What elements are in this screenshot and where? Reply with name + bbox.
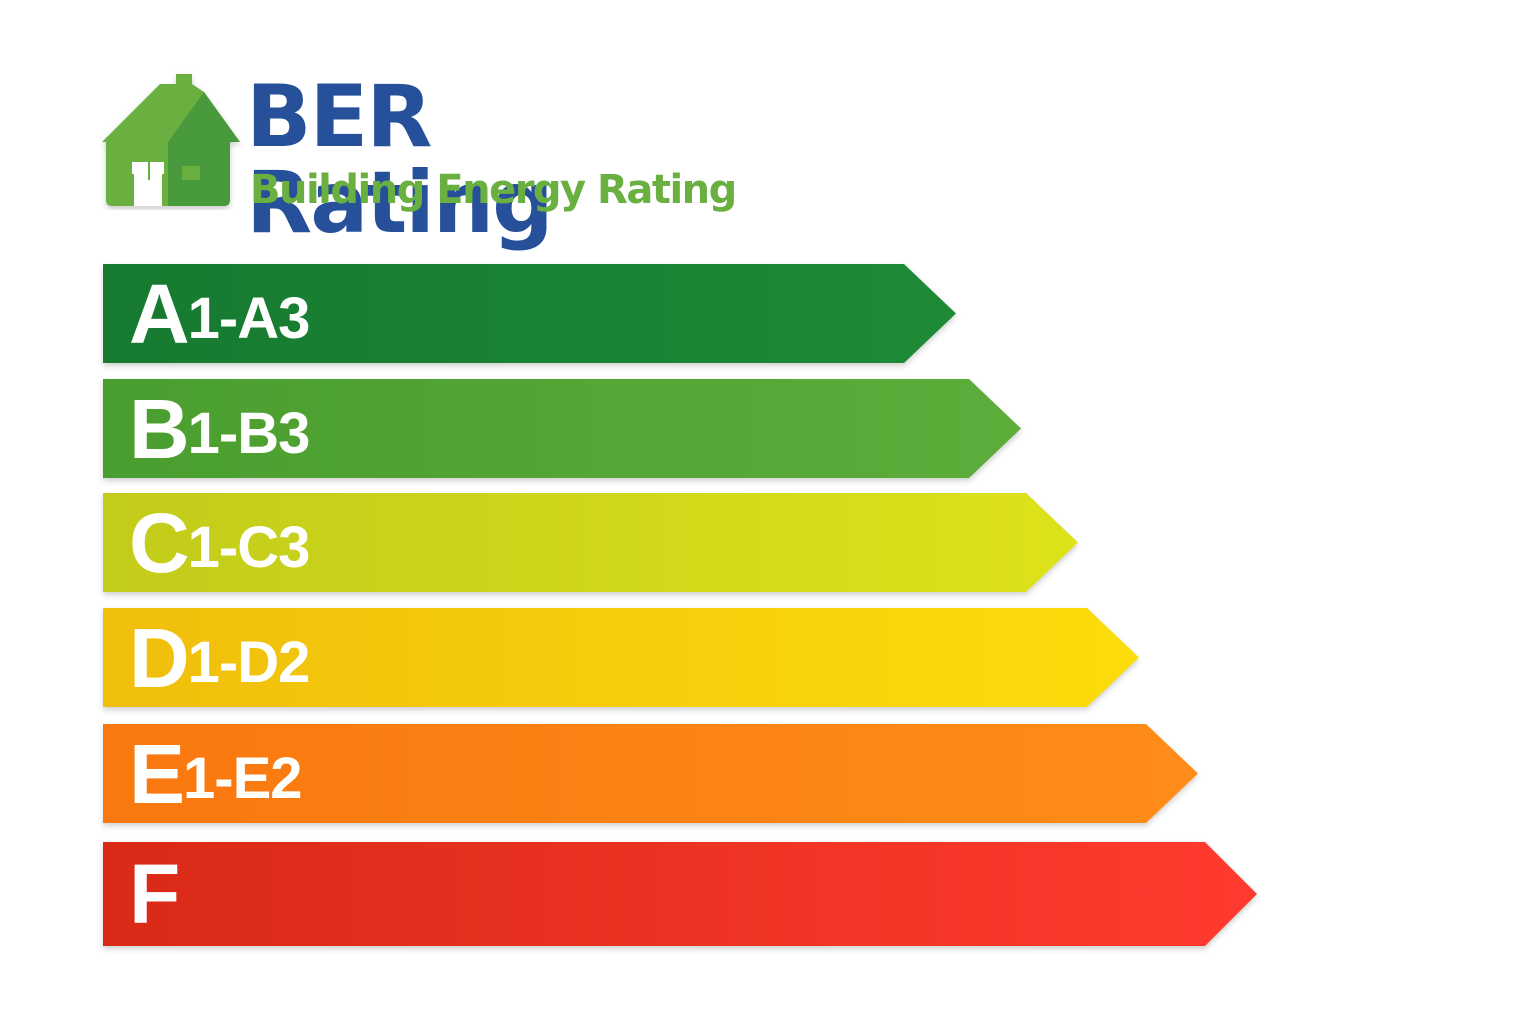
rating-letter: C [129, 495, 190, 590]
rating-letter: D [129, 610, 190, 705]
rating-label: E 1-E2 [129, 724, 303, 823]
rating-range: 1-E2 [183, 745, 303, 811]
rating-label: A 1-A3 [129, 264, 311, 363]
rating-letter: A [129, 266, 190, 361]
rating-range: 1-C3 [187, 514, 311, 580]
rating-label: D 1-D2 [129, 608, 311, 707]
arrow-shape [103, 493, 1078, 592]
arrow-shape [103, 842, 1257, 946]
arrow-shape [103, 724, 1198, 823]
arrow-shape [103, 608, 1139, 707]
rating-bar-c: C 1-C3 [103, 493, 1078, 592]
rating-bar-d: D 1-D2 [103, 608, 1139, 707]
rating-bar-b: B 1-B3 [103, 379, 1021, 478]
page-title: BER Rating [246, 67, 554, 253]
rating-range: 1-D2 [187, 629, 311, 695]
rating-range: 1-B3 [187, 400, 311, 466]
rating-letter: B [129, 381, 190, 476]
rating-bar-f: F [103, 842, 1257, 946]
rating-label: B 1-B3 [129, 379, 311, 478]
rating-label: C 1-C3 [129, 493, 311, 592]
rating-letter: E [129, 726, 185, 821]
rating-label: F [129, 842, 180, 946]
arrow-shape [103, 379, 1021, 478]
house-icon [102, 74, 240, 206]
rating-bar-e: E 1-E2 [103, 724, 1198, 823]
page-subtitle: Building Energy Rating [250, 167, 737, 213]
rating-range: 1-A3 [187, 285, 311, 351]
ber-logo: BER Rating Building Energy Rating [96, 70, 756, 246]
rating-bar-a: A 1-A3 [103, 264, 956, 363]
arrow-shape [103, 264, 956, 363]
rating-letter: F [129, 847, 180, 941]
